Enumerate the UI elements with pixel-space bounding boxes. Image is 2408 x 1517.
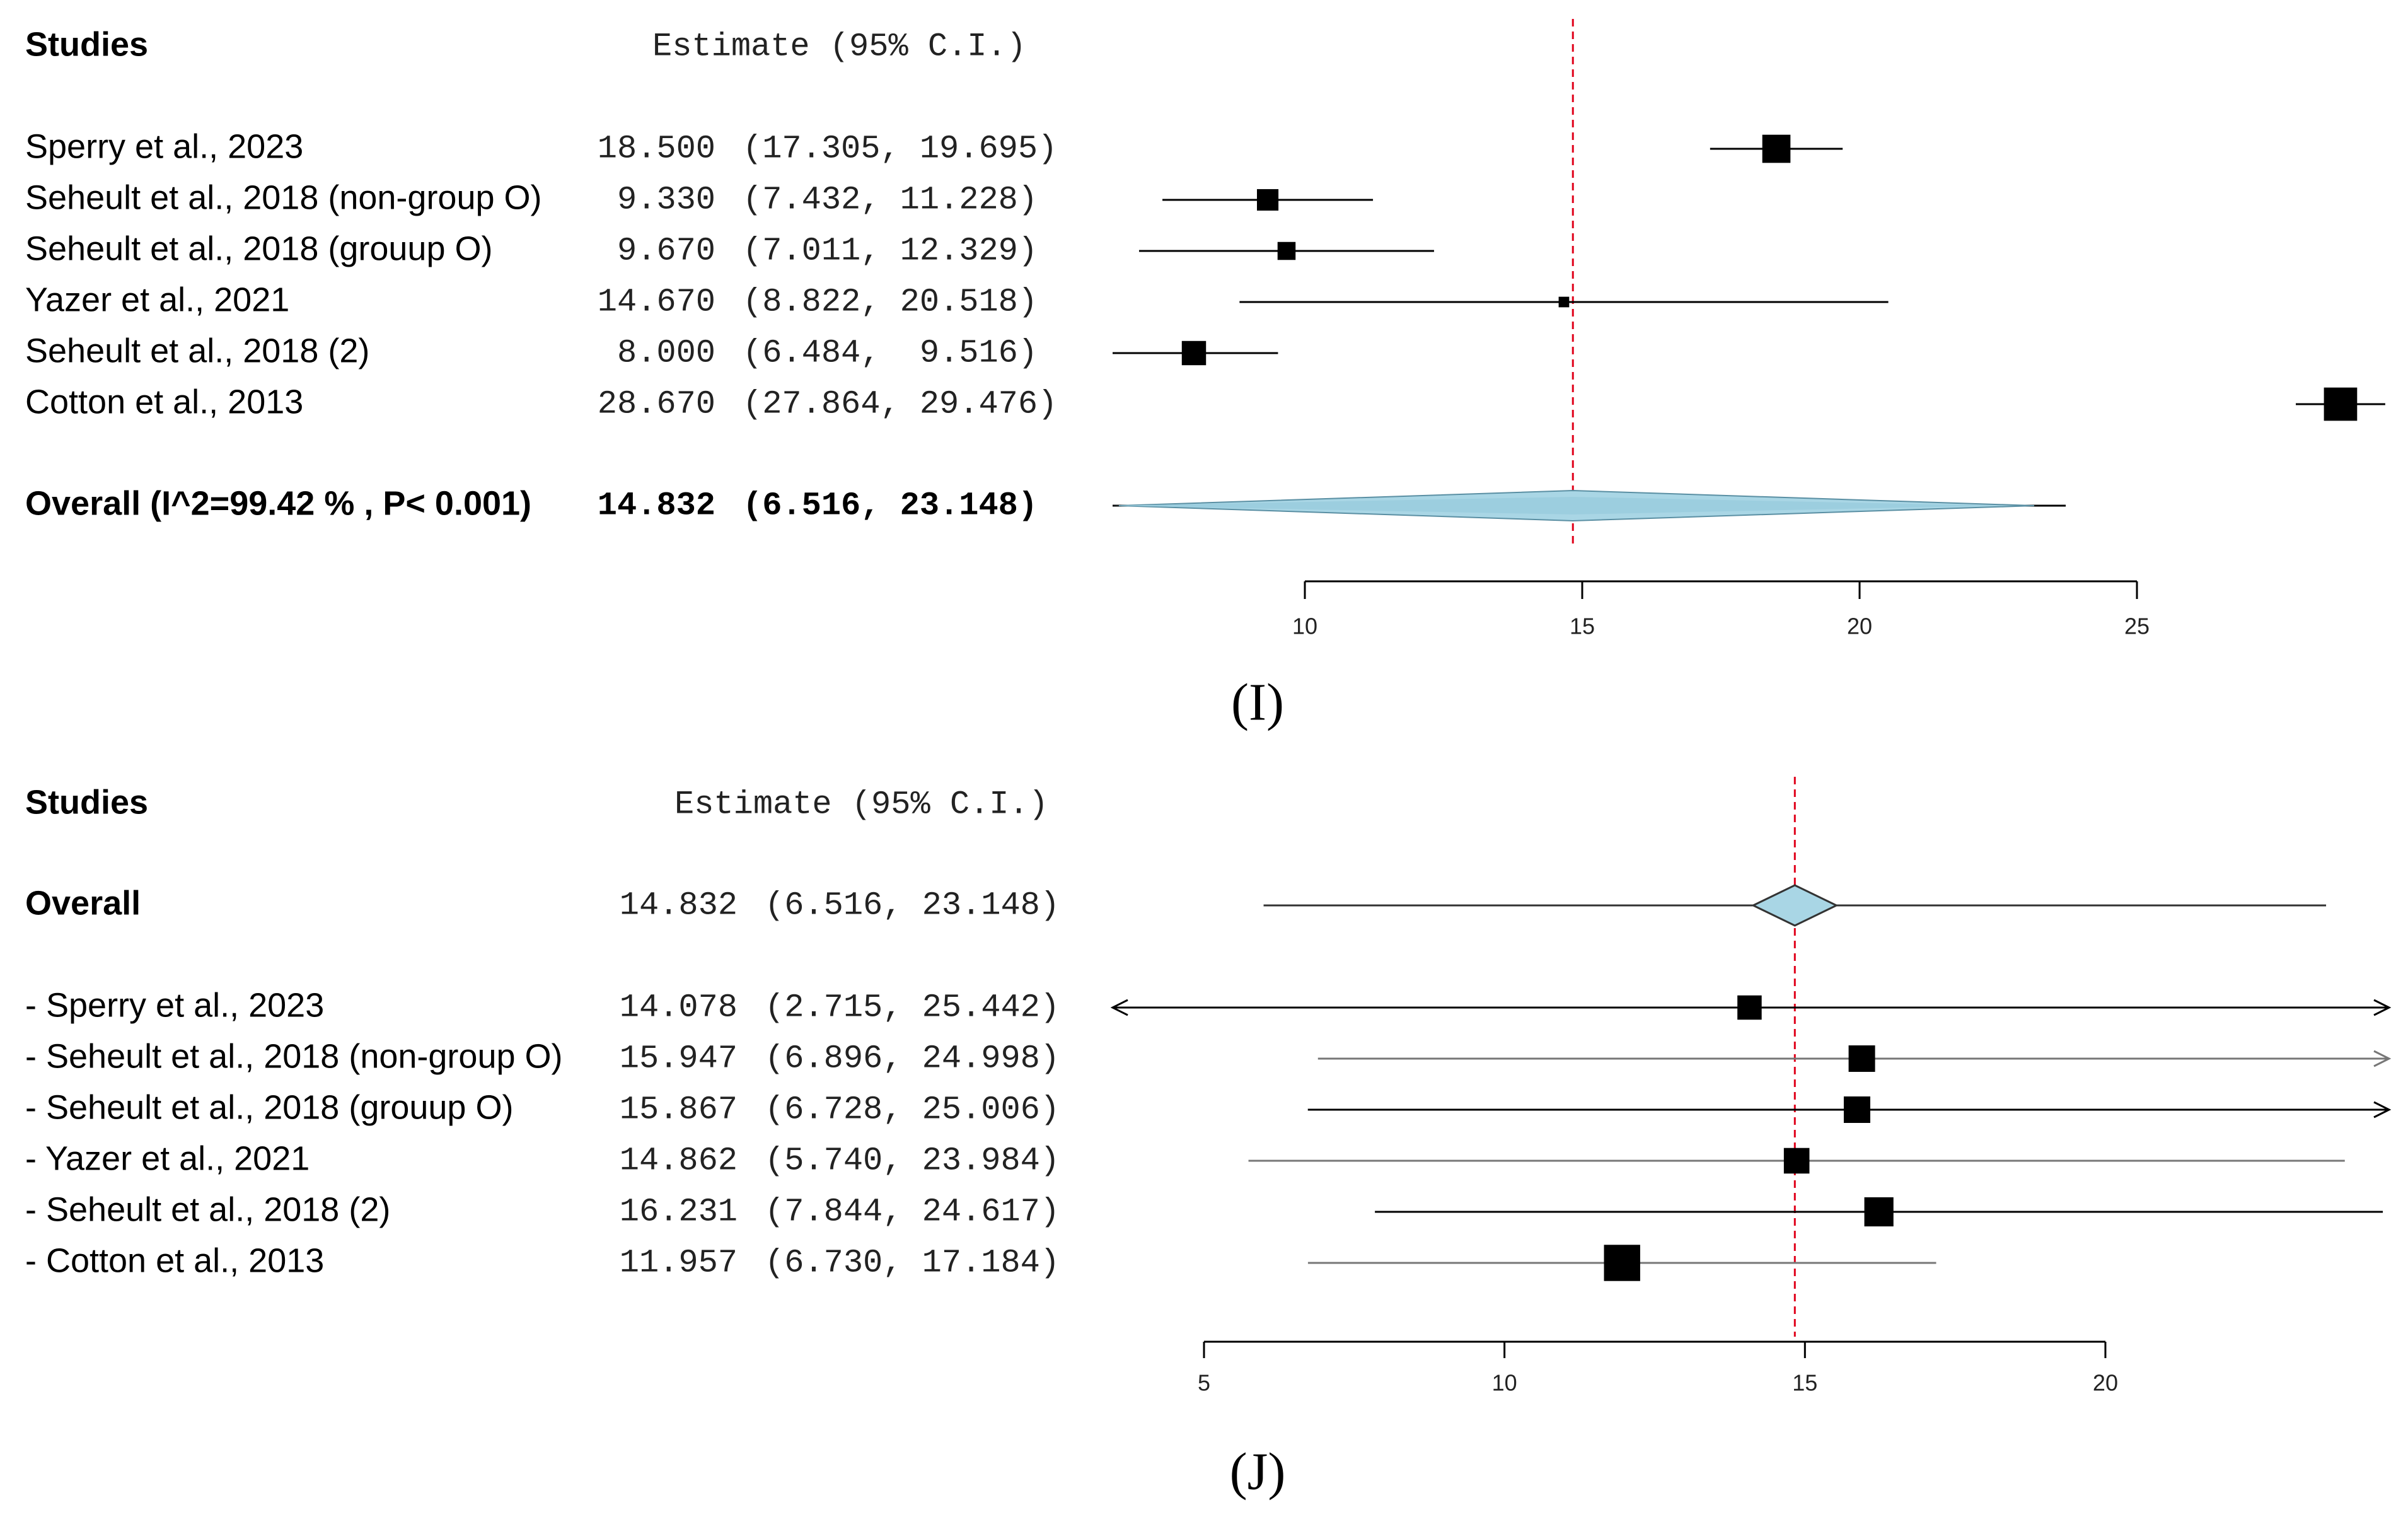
study-estimate: 15.947 — [620, 1040, 738, 1078]
study-row: Seheult et al., 2018 (grouup O) 9.670 (7.0… — [25, 230, 1434, 270]
study-row: - Yazer et al., 2021 14.862 (5.740, 23.984… — [25, 1139, 2345, 1180]
overall-label: Overall — [25, 884, 141, 922]
overall-estimate: 14.832 — [620, 887, 738, 924]
study-square — [1277, 241, 1296, 260]
overall-ci: (6.516, 23.148) — [765, 887, 1060, 924]
overall-diamond-inner — [1111, 497, 1997, 514]
study-row: Seheult et al., 2018 (non-group O) 9.330 (… — [25, 178, 1374, 219]
overall-ci: (6.516, 23.148) — [743, 487, 1038, 525]
study-square — [1558, 296, 1570, 308]
right-arrow-icon — [2373, 1050, 2392, 1067]
study-ci: (6.484, 9.516) — [743, 335, 1038, 372]
study-estimate: 15.867 — [620, 1091, 738, 1129]
panel-i: Studies Estimate (95% C.I.) Overall (I^2=9… — [25, 19, 2385, 731]
study-label: - Cotton et al., 2013 — [25, 1241, 324, 1279]
study-label: - Sperry et al., 2023 — [25, 986, 324, 1024]
study-label: Cotton et al., 2013 — [25, 383, 303, 421]
panel-label: (J) — [1230, 1442, 1286, 1501]
study-estimate: 14.078 — [620, 989, 738, 1026]
overall-label: Overall (I^2=99.42 % , P< 0.001) — [25, 484, 531, 522]
study-label: - Seheult et al., 2018 (2) — [25, 1190, 390, 1228]
overall-estimate: 14.832 — [598, 487, 715, 525]
study-square — [1864, 1197, 1894, 1227]
study-ci: (6.896, 24.998) — [765, 1040, 1060, 1078]
study-label: Seheult et al., 2018 (grouup O) — [25, 230, 492, 267]
study-label: Yazer et al., 2021 — [25, 281, 289, 318]
study-row: Seheult et al., 2018 (2) 8.000 (6.484, 9.5… — [25, 332, 1278, 372]
study-row: - Cotton et al., 2013 11.957 (6.730, 17.18… — [25, 1241, 1936, 1282]
study-ci: (2.715, 25.442) — [765, 989, 1060, 1026]
study-estimate: 11.957 — [620, 1245, 738, 1282]
study-ci: (7.432, 11.228) — [743, 182, 1038, 219]
study-row: Sperry et al., 2023 18.500 (17.305, 19.695… — [25, 127, 1843, 168]
study-estimate: 8.000 — [617, 335, 715, 372]
right-arrow-icon — [2373, 1101, 2392, 1119]
study-ci: (6.728, 25.006) — [765, 1091, 1060, 1129]
study-estimate: 18.500 — [598, 131, 715, 168]
study-estimate: 16.231 — [620, 1194, 738, 1231]
study-estimate: 28.670 — [598, 386, 715, 423]
study-square — [1783, 1148, 1810, 1174]
x-tick-label: 5 — [1198, 1370, 1210, 1396]
study-row: Yazer et al., 2021 14.670 (8.822, 20.518) — [25, 281, 1889, 321]
study-square — [1604, 1245, 1640, 1281]
x-tick-label: 15 — [1792, 1370, 1817, 1396]
right-arrow-icon — [2373, 999, 2392, 1016]
study-square — [1843, 1096, 1870, 1123]
study-ci: (7.011, 12.329) — [743, 233, 1038, 270]
study-row: - Seheult et al., 2018 (non-group O) 15.9… — [25, 1037, 2392, 1078]
studies-header: Studies — [25, 783, 148, 821]
study-ci: (7.844, 24.617) — [765, 1194, 1060, 1231]
study-row: - Seheult et al., 2018 (grouup O) 15.867 (… — [25, 1088, 2392, 1129]
study-row: - Seheult et al., 2018 (2) 16.231 (7.844, … — [25, 1190, 2383, 1231]
study-square — [1737, 995, 1762, 1020]
study-row: - Sperry et al., 2023 14.078 (2.715, 25.44… — [25, 986, 2392, 1026]
study-ci: (6.730, 17.184) — [765, 1245, 1060, 1282]
x-tick-label: 25 — [2124, 613, 2150, 639]
study-estimate: 9.670 — [617, 233, 715, 270]
study-estimate: 14.670 — [598, 284, 715, 321]
study-estimate: 9.330 — [617, 182, 715, 219]
study-label: - Yazer et al., 2021 — [25, 1139, 310, 1177]
x-tick-label: 10 — [1292, 613, 1317, 639]
study-square — [1256, 189, 1279, 211]
study-ci: (27.864, 29.476) — [743, 386, 1057, 423]
study-label: - Seheult et al., 2018 (non-group O) — [25, 1037, 563, 1075]
study-label: Sperry et al., 2023 — [25, 127, 303, 165]
study-label: Seheult et al., 2018 (non-group O) — [25, 178, 542, 216]
estimate-header: Estimate (95% C.I.) — [652, 28, 1026, 66]
panel-j: Studies Estimate (95% C.I.) Overall 14.832 (… — [25, 777, 2392, 1501]
study-square — [1848, 1045, 1875, 1072]
panel-label: (I) — [1231, 673, 1284, 731]
study-row: Cotton et al., 2013 28.670 (27.864, 29.476… — [25, 383, 2385, 423]
study-label: - Seheult et al., 2018 (grouup O) — [25, 1088, 513, 1126]
study-square — [1181, 340, 1207, 366]
study-ci: (8.822, 20.518) — [743, 284, 1038, 321]
x-tick-label: 15 — [1570, 613, 1595, 639]
x-tick-label: 20 — [2093, 1370, 2118, 1396]
overall-diamond — [1751, 884, 1839, 927]
x-tick-label: 20 — [1847, 613, 1872, 639]
study-square — [2324, 387, 2358, 421]
x-tick-label: 10 — [1492, 1370, 1517, 1396]
left-arrow-icon — [1110, 999, 1128, 1016]
study-estimate: 14.862 — [620, 1142, 738, 1180]
study-label: Seheult et al., 2018 (2) — [25, 332, 369, 369]
study-ci: (5.740, 23.984) — [765, 1142, 1060, 1180]
study-square — [1762, 134, 1791, 163]
study-ci: (17.305, 19.695) — [743, 131, 1057, 168]
estimate-header: Estimate (95% C.I.) — [674, 786, 1048, 823]
studies-header: Studies — [25, 25, 148, 63]
